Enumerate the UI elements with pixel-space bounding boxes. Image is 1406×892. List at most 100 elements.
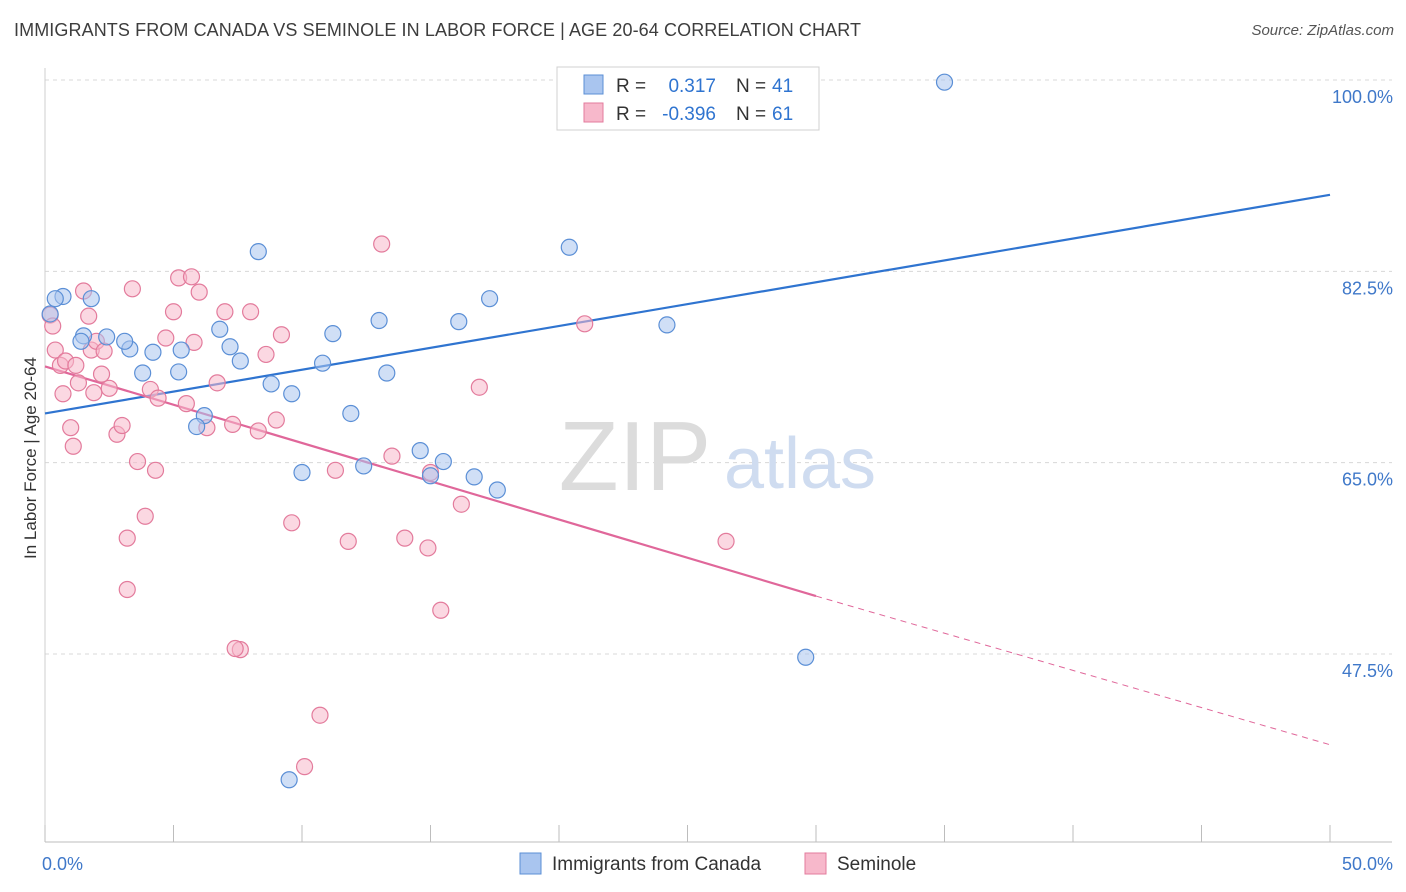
y-tick-label-0: 100.0% [1332, 87, 1393, 107]
seminole-point-40 [267, 411, 285, 429]
seminole-point-46 [339, 532, 357, 550]
series-legend-label-canada: Immigrants from Canada [552, 854, 762, 875]
canada-points [41, 73, 954, 789]
seminole-point-29 [177, 395, 195, 413]
canada-point-12 [221, 338, 239, 356]
canada-point-21 [355, 457, 373, 475]
seminole-point-19 [113, 416, 131, 435]
seminole-point-37 [242, 303, 260, 321]
seminole-point-54 [576, 315, 594, 333]
canada-point-32 [658, 316, 676, 334]
canada-point-29 [481, 290, 499, 308]
canada-point-7 [172, 341, 190, 359]
canada-point-28 [465, 468, 483, 486]
seminole-point-45 [326, 461, 345, 479]
seminole-point-27 [164, 303, 183, 321]
legend-r-value-1: 0.317 [668, 76, 716, 97]
x-tick-label-1: 50.0% [1342, 854, 1393, 874]
seminole-point-49 [396, 529, 414, 547]
canada-point-14 [249, 243, 267, 261]
canada-point-16 [283, 385, 301, 403]
canada-trend-line [44, 193, 1331, 415]
seminole-point-38 [249, 422, 267, 440]
legend-r-value-2: -0.396 [662, 104, 716, 125]
seminole-point-13 [85, 384, 103, 402]
seminole-point-51 [432, 601, 450, 619]
canada-point-25 [421, 467, 440, 485]
seminole-point-20 [118, 529, 136, 547]
watermark: ZIP atlas [559, 401, 876, 511]
seminole-point-52 [452, 495, 470, 513]
canada-point-15 [262, 375, 280, 393]
canada-point-22 [370, 311, 388, 330]
canada-point-31 [560, 238, 578, 256]
canada-point-34 [935, 73, 954, 91]
legend-r-label-2: R = [616, 104, 646, 125]
chart-title: IMMIGRANTS FROM CANADA VS SEMINOLE IN LA… [14, 20, 862, 40]
seminole-point-41 [272, 326, 291, 344]
seminole-point-22 [128, 452, 147, 471]
legend-swatch-pink [583, 102, 604, 123]
legend-n-label-1: N = [736, 76, 766, 97]
x-tick-label-0: 0.0% [42, 854, 83, 874]
seminole-point-26 [157, 329, 175, 347]
canada-point-40 [280, 771, 298, 789]
seminole-point-48 [383, 447, 401, 465]
seminole-point-59 [146, 461, 165, 479]
seminole-trend-line-dashed [815, 595, 1331, 746]
seminole-point-6 [62, 419, 80, 437]
legend-r-label-1: R = [616, 76, 646, 97]
seminole-point-17 [100, 379, 118, 397]
canada-point-26 [434, 452, 452, 471]
seminole-point-9 [69, 374, 88, 392]
canada-point-27 [450, 313, 468, 331]
legend-n-label-2: N = [736, 104, 766, 125]
seminole-point-15 [92, 365, 111, 383]
seminole-point-34 [216, 303, 234, 321]
source-label: Source: ZipAtlas.com [1251, 22, 1394, 39]
y-tick-label-2: 65.0% [1342, 470, 1393, 490]
canada-point-30 [488, 481, 506, 499]
correlation-legend: R = 0.317 N = 41 R = -0.396 N = 61 [556, 66, 820, 131]
seminole-point-8 [67, 356, 85, 374]
series-legend-label-seminole: Seminole [837, 854, 916, 875]
seminole-point-21 [123, 280, 141, 298]
seminole-point-42 [283, 514, 301, 532]
canada-point-19 [324, 325, 342, 343]
y-tick-label-1: 82.5% [1342, 278, 1393, 298]
canada-point-8 [170, 363, 188, 381]
canada-point-23 [378, 364, 396, 382]
seminole-point-2 [46, 341, 64, 359]
seminole-point-47 [373, 235, 391, 253]
canada-point-0 [41, 305, 59, 323]
series-legend-swatch-seminole [804, 852, 827, 875]
series-legend-swatch-canada [519, 852, 542, 875]
seminole-point-4 [54, 385, 72, 403]
seminole-point-16 [95, 342, 113, 360]
legend-n-value-1: 41 [772, 76, 793, 97]
canada-point-38 [72, 332, 90, 350]
legend-swatch-blue [583, 74, 604, 95]
canada-point-24 [411, 442, 429, 460]
watermark-zip: ZIP [559, 401, 711, 511]
seminole-point-39 [257, 345, 275, 364]
tick-labels: 100.0% 82.5% 65.0% 47.5% 0.0% 50.0% [42, 87, 1393, 874]
canada-point-10 [188, 417, 206, 436]
watermark-atlas: atlas [724, 424, 876, 504]
seminole-points [41, 235, 735, 776]
seminole-point-44 [311, 706, 329, 724]
seminole-point-43 [295, 758, 314, 776]
seminole-point-11 [80, 307, 98, 325]
canada-point-36 [82, 290, 100, 308]
seminole-point-50 [419, 539, 437, 557]
seminole-point-23 [136, 507, 154, 525]
seminole-point-25 [149, 389, 167, 407]
canada-point-18 [313, 354, 332, 372]
legend-n-value-2: 61 [772, 104, 793, 125]
seminole-point-7 [64, 437, 82, 455]
canada-point-20 [342, 404, 360, 423]
seminole-point-33 [208, 374, 226, 392]
seminole-point-57 [226, 639, 244, 658]
seminole-point-31 [190, 283, 208, 301]
